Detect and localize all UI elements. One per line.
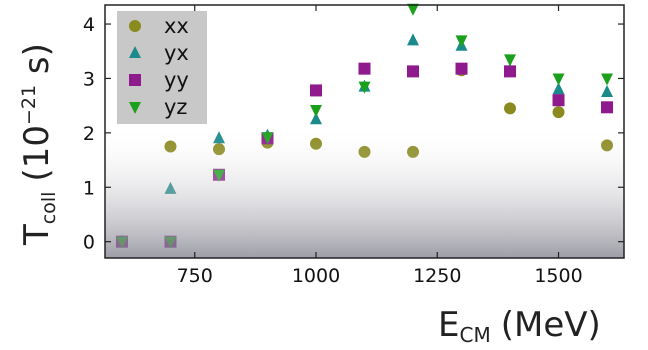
x-tick-label: 1000 — [292, 265, 340, 287]
plot-frame — [104, 4, 625, 259]
data-point-yy — [601, 101, 614, 114]
y-axis-title-sub: coll — [38, 192, 60, 225]
x-tick-label: 750 — [177, 265, 213, 287]
y-axis-title-unit-close: s) — [17, 43, 57, 85]
data-point-yy — [407, 65, 420, 78]
x-axis-title-sub: CM — [459, 323, 490, 345]
legend: xx yx yy yz — [117, 11, 207, 124]
legend-markers — [129, 20, 141, 114]
y-tick-label: 3 — [83, 68, 95, 90]
axis-tick-labels: 750 1000 1250 1500 0 1 2 3 4 — [83, 14, 583, 287]
data-point-yy — [358, 62, 371, 75]
y-axis-title-unit-open: (10 — [17, 125, 57, 182]
data-point-yy — [455, 62, 468, 75]
legend-label-yy: yy — [164, 68, 189, 92]
data-point-yz — [455, 35, 468, 48]
legend-marker-yz — [129, 102, 141, 114]
data-point-xx — [504, 102, 517, 115]
data-point-yz — [358, 81, 371, 94]
legend-label-xx: xx — [164, 14, 189, 38]
data-point-yz — [504, 54, 517, 67]
data-point-yx — [601, 85, 614, 98]
legend-marker-yx — [129, 46, 141, 58]
axis-ticks — [105, 5, 624, 258]
data-point-yz — [309, 105, 322, 118]
y-tick-label: 4 — [83, 14, 95, 36]
data-point-xx — [552, 106, 565, 119]
legend-marker-xx — [129, 20, 141, 32]
data-point-yz — [407, 3, 420, 16]
y-axis-title: Tcoll (10−21 s) — [17, 43, 60, 246]
x-axis-title-main: E — [438, 305, 459, 345]
x-tick-label: 1250 — [413, 265, 461, 287]
data-point-yx — [407, 33, 420, 46]
legend-label-yx: yx — [164, 41, 189, 65]
legend-label-yz: yz — [164, 95, 187, 119]
x-tick-label: 1500 — [534, 265, 582, 287]
y-tick-label: 2 — [83, 123, 95, 145]
y-tick-label: 1 — [83, 177, 95, 199]
data-point-yy — [552, 94, 565, 107]
legend-marker-yy — [129, 74, 141, 86]
x-axis-title: ECM (MeV) — [438, 305, 601, 345]
y-tick-label: 0 — [83, 232, 95, 254]
plot-fade-overlay — [105, 125, 624, 258]
data-point-yz — [552, 73, 565, 86]
data-point-yy — [309, 84, 322, 97]
data-point-yx — [309, 112, 322, 125]
data-point-yy — [504, 65, 517, 78]
data-point-yx — [552, 82, 565, 95]
y-axis-title-unit-sup: −21 — [18, 85, 40, 125]
y-axis-title-main: T — [17, 224, 57, 246]
data-point-yz — [601, 73, 614, 86]
x-axis-title-unit: (MeV) — [501, 305, 601, 345]
